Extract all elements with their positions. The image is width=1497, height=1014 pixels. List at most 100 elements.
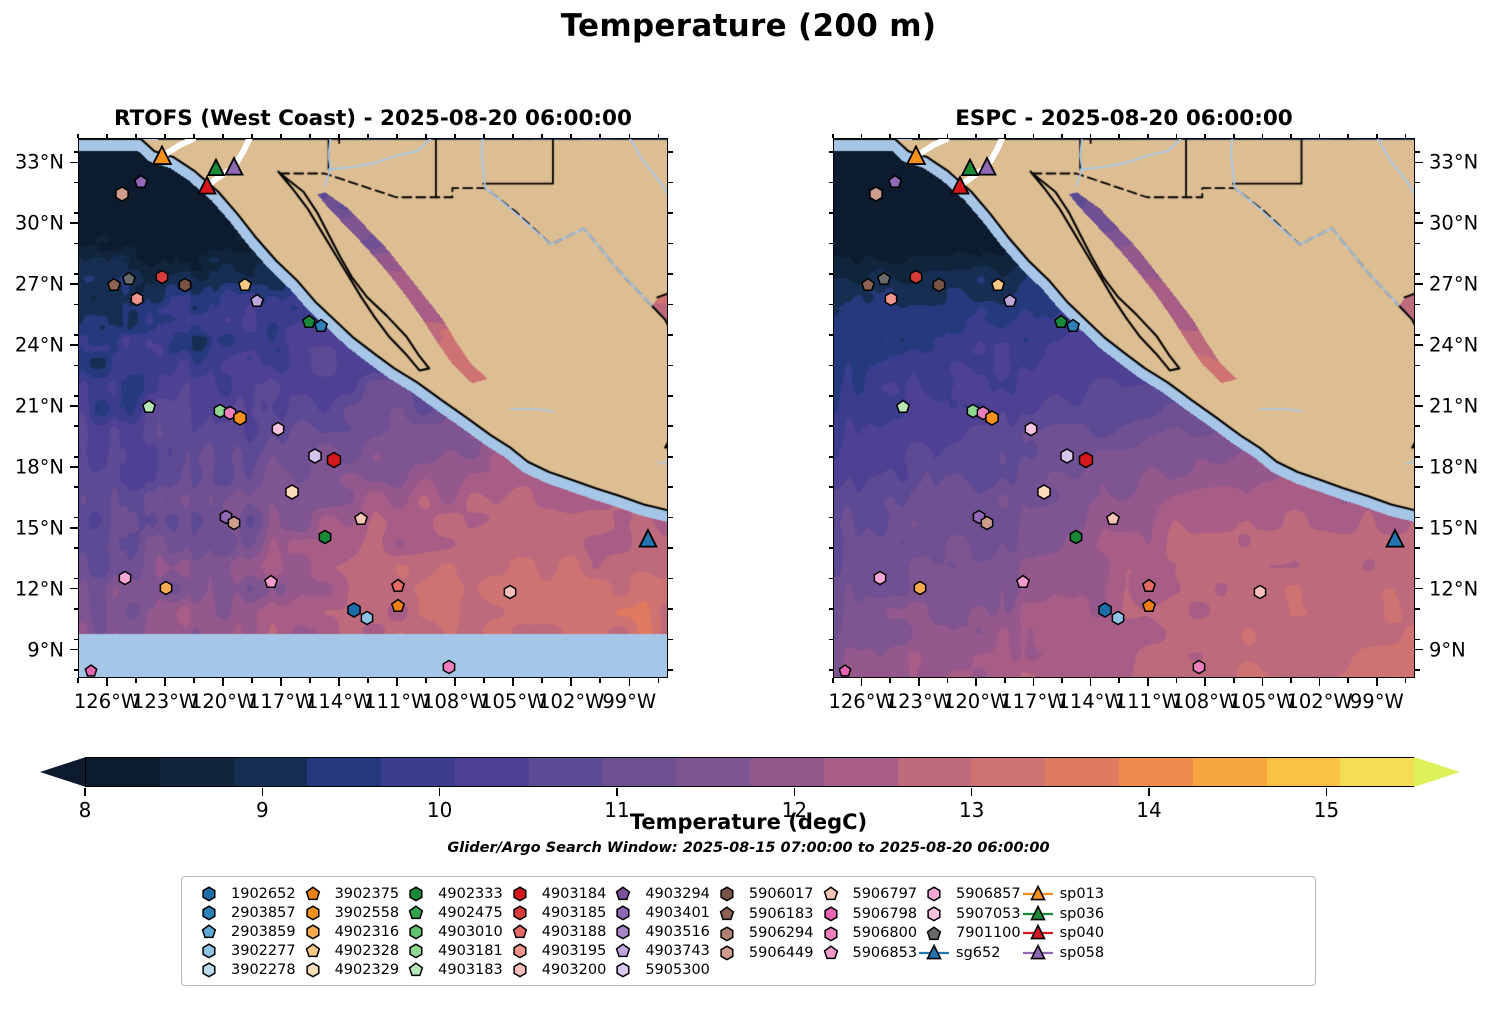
platform-marker-5907053[interactable] bbox=[269, 421, 286, 438]
platform-marker-4902475[interactable] bbox=[1068, 528, 1085, 545]
legend-item-5906853[interactable]: 5906853 bbox=[813, 944, 917, 963]
platform-marker-5906797[interactable] bbox=[1104, 510, 1121, 527]
legend-item-5905300[interactable]: 5905300 bbox=[606, 961, 710, 979]
platform-marker-5906853[interactable] bbox=[1014, 573, 1031, 590]
platform-marker-sp058[interactable] bbox=[223, 156, 244, 177]
platform-marker-sp040[interactable] bbox=[950, 174, 970, 195]
platform-marker-4902316[interactable] bbox=[157, 579, 174, 596]
platform-marker-4903185[interactable] bbox=[153, 268, 170, 285]
legend-item-4903183[interactable]: 4903183 bbox=[399, 961, 503, 979]
platform-marker-4902329[interactable] bbox=[283, 483, 301, 501]
platform-marker-5906017[interactable] bbox=[930, 276, 947, 293]
platform-marker-4903743[interactable] bbox=[248, 293, 265, 310]
legend-item-4902316[interactable]: 4902316 bbox=[296, 923, 399, 941]
legend-item-5906183[interactable]: 5906183 bbox=[710, 905, 813, 924]
legend-item-5907053[interactable]: 5907053 bbox=[917, 905, 1021, 924]
platform-marker-2903857[interactable] bbox=[312, 317, 329, 334]
legend-item-4902328[interactable]: 4902328 bbox=[296, 942, 399, 960]
platform-marker-4903200[interactable] bbox=[502, 583, 519, 600]
legend-item-7901100[interactable]: 7901100 bbox=[917, 924, 1021, 943]
legend-item-5906797[interactable]: 5906797 bbox=[813, 885, 917, 904]
platform-marker-1902652[interactable] bbox=[1096, 601, 1114, 619]
platform-marker-5906449[interactable] bbox=[225, 514, 242, 531]
legend-item-3902558[interactable]: 3902558 bbox=[296, 904, 399, 922]
platform-marker-4902475[interactable] bbox=[316, 528, 333, 545]
platform-marker-4902328[interactable] bbox=[989, 276, 1006, 293]
platform-marker-4903183[interactable] bbox=[140, 398, 157, 415]
platform-marker-1902652[interactable] bbox=[344, 601, 362, 619]
legend-item-4903743[interactable]: 4903743 bbox=[606, 942, 710, 960]
platform-marker-sg652[interactable] bbox=[637, 527, 658, 549]
platform-marker-4903195[interactable] bbox=[128, 291, 145, 308]
platform-marker-5906798b[interactable] bbox=[1190, 658, 1207, 675]
platform-marker-2903857[interactable] bbox=[1064, 317, 1081, 334]
legend-item-4903188[interactable]: 4903188 bbox=[503, 923, 606, 941]
legend-item-5906449[interactable]: 5906449 bbox=[710, 944, 813, 963]
legend-item-4903200[interactable]: 4903200 bbox=[503, 961, 606, 979]
platform-marker-3902558[interactable] bbox=[230, 409, 248, 427]
platform-marker-sg652[interactable] bbox=[1385, 527, 1405, 549]
legend-item-2903857[interactable]: 2903857 bbox=[192, 904, 296, 922]
legend-item-sp036[interactable]: sp036 bbox=[1021, 904, 1104, 924]
legend-item-sp058[interactable]: sp058 bbox=[1021, 943, 1104, 963]
platform-marker-3902375[interactable] bbox=[389, 597, 406, 614]
legend-item-4903401[interactable]: 4903401 bbox=[606, 904, 710, 922]
legend-item-4902333[interactable]: 4902333 bbox=[399, 885, 503, 903]
legend-item-sp013[interactable]: sp013 bbox=[1021, 885, 1104, 904]
platform-marker-4903294[interactable] bbox=[886, 173, 903, 190]
platform-marker-sp058[interactable] bbox=[976, 156, 997, 177]
legend-item-4903195[interactable]: 4903195 bbox=[503, 942, 606, 960]
platform-marker-5906017[interactable] bbox=[177, 276, 194, 293]
platform-marker-3902375[interactable] bbox=[1140, 597, 1157, 614]
legend-item-3902277[interactable]: 3902277 bbox=[192, 942, 296, 960]
platform-marker-5907053[interactable] bbox=[1022, 421, 1039, 438]
platform-marker-4903188[interactable] bbox=[389, 577, 406, 594]
legend-item-2903859[interactable]: 2903859 bbox=[192, 923, 296, 941]
platform-marker-4902333[interactable] bbox=[1052, 313, 1069, 330]
legend-item-4903294[interactable]: 4903294 bbox=[606, 885, 710, 903]
platform-marker-5906797[interactable] bbox=[353, 510, 370, 527]
platform-marker-sp013[interactable] bbox=[151, 144, 173, 167]
platform-marker-4903743[interactable] bbox=[1001, 293, 1018, 310]
platform-marker-4903185[interactable] bbox=[907, 268, 924, 285]
legend-item-4903010[interactable]: 4903010 bbox=[399, 923, 503, 941]
legend-item-sg652[interactable]: sg652 bbox=[917, 943, 1021, 963]
platform-marker-5906857[interactable] bbox=[871, 569, 888, 586]
platform-marker-4903195[interactable] bbox=[882, 291, 899, 308]
platform-marker-sp013[interactable] bbox=[905, 144, 927, 167]
platform-marker-4903181[interactable] bbox=[965, 402, 982, 419]
platform-marker-5906449[interactable] bbox=[978, 514, 995, 531]
legend-item-4903185[interactable]: 4903185 bbox=[503, 904, 606, 922]
platform-marker-4903184[interactable] bbox=[1076, 450, 1095, 469]
legend-item-5906294[interactable]: 5906294 bbox=[710, 924, 813, 943]
platform-marker-5906183[interactable] bbox=[860, 276, 877, 293]
legend-item-4903516[interactable]: 4903516 bbox=[606, 923, 710, 941]
platform-marker-3902277[interactable] bbox=[358, 609, 375, 626]
platform-marker-5906798[interactable] bbox=[837, 663, 853, 677]
platform-marker-5905300[interactable] bbox=[306, 446, 324, 464]
platform-marker-5906798[interactable] bbox=[82, 663, 98, 677]
platform-marker-4903181[interactable] bbox=[211, 402, 228, 419]
legend-item-5906800[interactable]: 5906800 bbox=[813, 924, 917, 943]
legend-item-4902475[interactable]: 4902475 bbox=[399, 904, 503, 922]
platform-marker-4903183[interactable] bbox=[894, 398, 911, 415]
platform-marker-3902277[interactable] bbox=[1110, 609, 1127, 626]
platform-marker-4903188[interactable] bbox=[1140, 577, 1157, 594]
platform-marker-5906183[interactable] bbox=[105, 276, 122, 293]
platform-marker-3902558[interactable] bbox=[983, 409, 1001, 427]
platform-marker-4902328[interactable] bbox=[237, 276, 254, 293]
platform-marker-5906294[interactable] bbox=[867, 185, 885, 203]
platform-marker-sp040[interactable] bbox=[196, 174, 217, 195]
legend-item-3902278[interactable]: 3902278 bbox=[192, 961, 296, 979]
platform-marker-5906853[interactable] bbox=[262, 573, 279, 590]
platform-marker-4902329[interactable] bbox=[1035, 483, 1053, 501]
legend-item-5906857[interactable]: 5906857 bbox=[917, 885, 1021, 904]
platform-marker-5906798b[interactable] bbox=[440, 658, 457, 675]
platform-marker-5906800[interactable] bbox=[221, 404, 238, 421]
legend-item-5906017[interactable]: 5906017 bbox=[710, 885, 813, 904]
platform-marker-4903200[interactable] bbox=[1251, 583, 1268, 600]
map-canvas-rtofs[interactable] bbox=[78, 138, 668, 678]
legend-item-4903184[interactable]: 4903184 bbox=[503, 885, 606, 903]
platform-marker-5906857[interactable] bbox=[117, 569, 134, 586]
map-canvas-espc[interactable] bbox=[833, 138, 1415, 678]
